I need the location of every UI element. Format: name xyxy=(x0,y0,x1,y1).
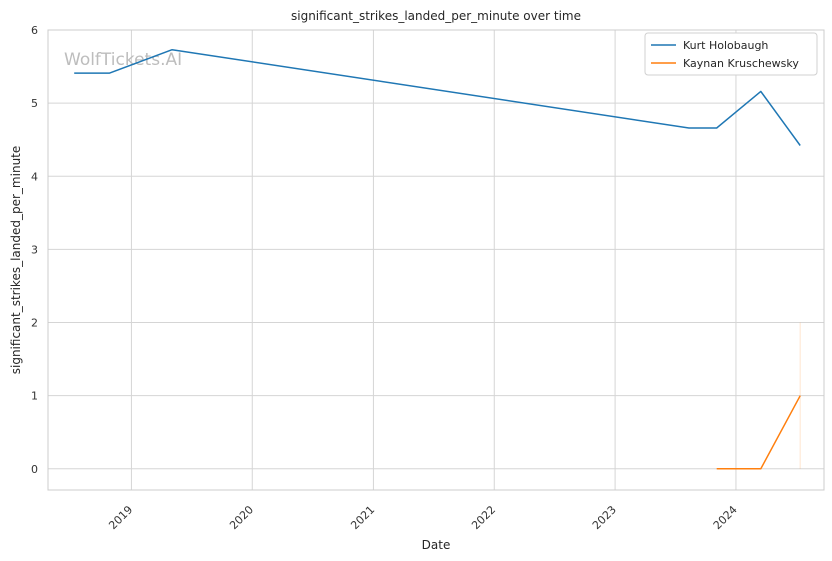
chart-title: significant_strikes_landed_per_minute ov… xyxy=(291,9,581,23)
y-tick-label: 4 xyxy=(31,170,38,183)
y-axis-title: significant_strikes_landed_per_minute xyxy=(9,146,23,375)
y-tick-label: 1 xyxy=(31,390,38,403)
y-tick-label: 0 xyxy=(31,463,38,476)
y-tick-label: 5 xyxy=(31,97,38,110)
legend-box xyxy=(644,32,818,76)
y-tick-label: 3 xyxy=(31,243,38,256)
y-tick-labels: 0 1 2 3 4 5 6 xyxy=(31,24,38,476)
watermark: WolfTickets.AI xyxy=(64,50,182,70)
series-layer xyxy=(74,48,801,470)
plot-frame xyxy=(47,29,825,491)
series-line-kurt-holobaugh xyxy=(74,48,801,146)
series-line-kaynan-kruschewsky xyxy=(716,395,801,470)
grid xyxy=(48,29,824,490)
y-tick-label: 2 xyxy=(31,317,38,330)
legend-label-kaynan-kruschewsky: Kaynan Kruschewsky xyxy=(683,57,799,70)
legend-label-kurt-holobaugh: Kurt Holobaugh xyxy=(683,39,768,52)
legend: Kurt Holobaugh Kaynan Kruschewsky xyxy=(644,32,818,76)
y-tick-label: 6 xyxy=(31,24,38,37)
x-axis-title: Date xyxy=(422,538,451,552)
